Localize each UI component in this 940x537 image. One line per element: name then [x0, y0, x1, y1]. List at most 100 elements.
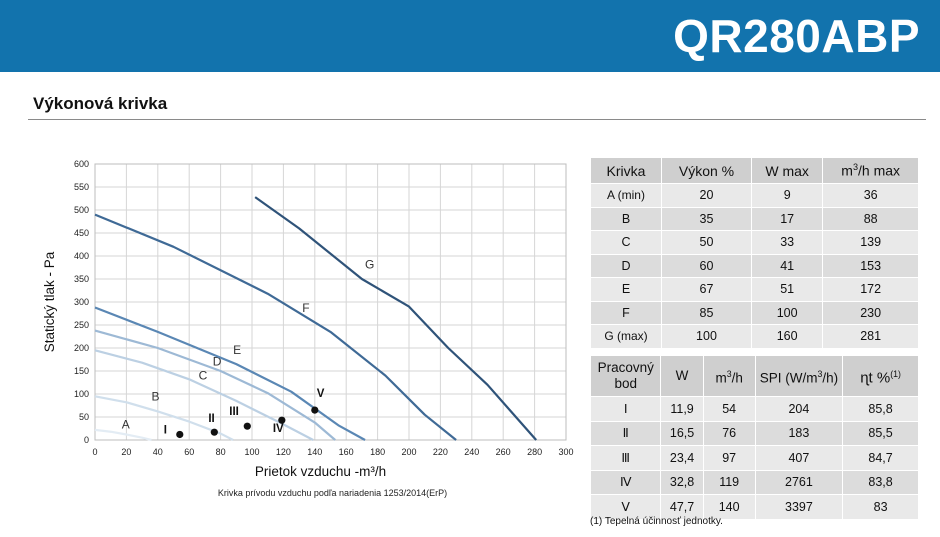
- y-tick-label: 350: [74, 274, 89, 284]
- table-row: E 67 51 172: [590, 277, 919, 302]
- x-tick-label: 140: [307, 447, 322, 457]
- table-cell: 100: [660, 324, 753, 349]
- table-cell: 32,8: [660, 469, 704, 495]
- table-cell: 36: [822, 183, 919, 208]
- table-cell: E: [590, 277, 662, 302]
- table-cell: 97: [702, 445, 756, 471]
- working-point-table-header: SPI (W/m3/h): [754, 355, 844, 397]
- x-tick-label: 100: [244, 447, 259, 457]
- table-cell: G (max): [590, 324, 662, 349]
- table-cell: 33: [750, 230, 824, 255]
- table-cell: 3397: [754, 494, 844, 520]
- model-name: QR280ABP: [673, 10, 920, 62]
- curve-table: Krivka Výkon % W max m3/h max A (min) 20 9 36 B…: [590, 157, 919, 349]
- working-point-i: [176, 430, 184, 439]
- table-cell: 230: [822, 300, 919, 325]
- table-cell: 51: [750, 277, 824, 302]
- table-cell: 83: [842, 494, 919, 520]
- x-tick-label: 260: [496, 447, 511, 457]
- curve-g: [254, 196, 537, 441]
- table-cell: C: [590, 230, 662, 255]
- working-point-table-header: W: [660, 355, 704, 397]
- table-cell: 76: [702, 420, 756, 446]
- working-point-ii: [210, 428, 218, 436]
- y-axis-label: Statický tlak - Pa: [42, 251, 57, 352]
- table-cell: 84,7: [842, 445, 919, 471]
- x-tick-label: 300: [558, 447, 573, 457]
- x-tick-label: 60: [184, 447, 194, 457]
- table-cell: Ⅴ: [589, 494, 662, 520]
- working-point-table-header: Pracovný bod: [589, 355, 662, 397]
- section-title: Výkonová krivka: [33, 94, 168, 113]
- curve-f: [94, 213, 457, 441]
- curve-label-e: E: [233, 343, 241, 357]
- working-point-label-iii: III: [229, 406, 239, 418]
- table-cell: 17: [750, 206, 824, 231]
- y-tick-label: 0: [84, 435, 89, 445]
- plot-frame: [94, 163, 567, 441]
- table-cell: 60: [660, 253, 753, 278]
- x-tick-label: 160: [339, 447, 354, 457]
- table-cell: Ⅳ: [589, 469, 662, 495]
- working-point-label-ii: II: [208, 413, 214, 425]
- y-tick-label: 150: [74, 366, 89, 376]
- x-tick-label: 200: [401, 447, 416, 457]
- curve-label-c: C: [199, 368, 208, 382]
- y-tick-label: 450: [74, 228, 89, 238]
- curve-label-g: G: [365, 257, 374, 271]
- x-tick-label: 180: [370, 447, 385, 457]
- table-cell: 183: [754, 420, 844, 446]
- curve-label-a: A: [122, 418, 130, 432]
- table-cell: 83,8: [842, 469, 919, 495]
- working-point-table-header: ɳt %(1): [842, 355, 919, 397]
- table-cell: A (min): [590, 183, 662, 208]
- table-cell: Ⅲ: [589, 445, 662, 471]
- table-cell: 47,7: [660, 494, 704, 520]
- table-cell: 11,9: [660, 396, 704, 422]
- x-tick-label: 240: [464, 447, 479, 457]
- x-tick-label: 220: [433, 447, 448, 457]
- table-cell: 23,4: [660, 445, 704, 471]
- curve-table-header: m3/h max: [822, 157, 919, 184]
- performance-chart: 0 20 40 60 80 100 120 140 160 180 200 220 240 260 280 3…: [42, 159, 574, 479]
- working-point-v: [311, 406, 319, 414]
- table-cell: Ⅰ: [589, 396, 662, 422]
- table-cell: B: [590, 206, 662, 231]
- table-row: C 50 33 139: [590, 230, 919, 255]
- table-cell: 407: [754, 445, 844, 471]
- table-cell: 139: [822, 230, 919, 255]
- x-tick-label: 280: [527, 447, 542, 457]
- header-bar: QR280ABP: [0, 0, 940, 72]
- table-row: Ⅲ 23,4 97 407 84,7: [589, 445, 919, 471]
- table-cell: 172: [822, 277, 919, 302]
- x-tick-label: 20: [121, 447, 131, 457]
- y-tick-label: 550: [74, 182, 89, 192]
- table-row: A (min) 20 9 36: [590, 183, 919, 208]
- table-cell: D: [590, 253, 662, 278]
- curve-table-header: W max: [750, 157, 824, 184]
- table-row: Ⅴ 47,7 140 3397 83: [589, 494, 919, 520]
- x-tick-label: 80: [216, 447, 226, 457]
- curve-label-f: F: [302, 301, 309, 315]
- curve-b: [94, 395, 234, 441]
- curve-e: [94, 306, 366, 441]
- curve-table-header: Výkon %: [660, 157, 753, 184]
- x-axis-label: Prietok vzduchu -m³/h: [255, 464, 386, 479]
- working-point-iii: [243, 422, 251, 430]
- table-cell: 35: [660, 206, 753, 231]
- working-point-table-header: m3/h: [702, 355, 756, 397]
- table-cell: 85,8: [842, 396, 919, 422]
- working-point-label-i: I: [164, 424, 167, 436]
- table-cell: 100: [750, 300, 824, 325]
- table-row: F 85 100 230: [590, 300, 919, 325]
- table-cell: 54: [702, 396, 756, 422]
- section-divider: [28, 119, 926, 120]
- table-cell: 204: [754, 396, 844, 422]
- table-cell: 140: [702, 494, 756, 520]
- table-row: Ⅳ 32,8 119 2761 83,8: [589, 469, 919, 495]
- curve-a: [94, 428, 152, 442]
- y-tick-label: 300: [74, 297, 89, 307]
- table-cell: 85: [660, 300, 753, 325]
- y-tick-label: 50: [79, 412, 89, 422]
